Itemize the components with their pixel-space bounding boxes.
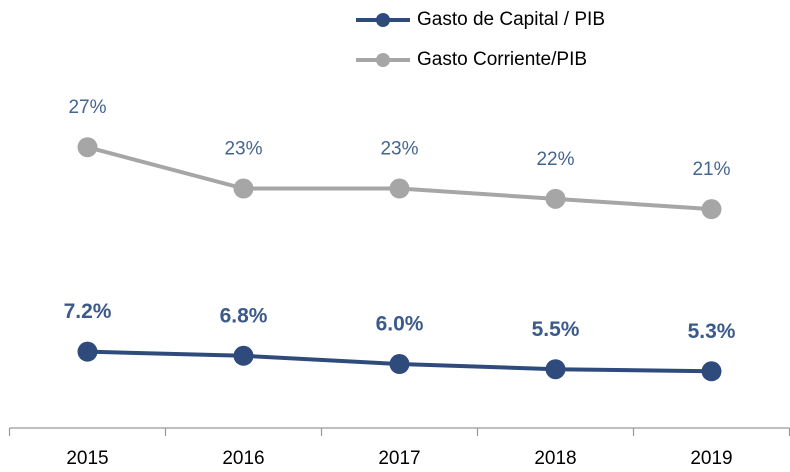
- data-point: [389, 354, 410, 375]
- x-tick-label: 2017: [378, 448, 420, 469]
- x-tick-label: 2018: [534, 448, 576, 469]
- legend-marker: [376, 13, 390, 27]
- data-label: 5.5%: [532, 318, 580, 341]
- x-tick-label: 2016: [222, 448, 264, 469]
- data-label: 27%: [68, 97, 106, 118]
- data-label: 23%: [224, 139, 262, 160]
- data-label: 7.2%: [64, 300, 112, 323]
- data-label: 6.0%: [376, 313, 424, 336]
- data-point: [545, 359, 566, 380]
- data-label: 23%: [380, 139, 418, 160]
- legend-label: Gasto de Capital / PIB: [417, 9, 605, 30]
- data-label: 22%: [536, 149, 574, 170]
- data-point: [701, 361, 722, 382]
- data-point: [389, 178, 410, 199]
- data-point: [701, 199, 722, 220]
- data-label: 5.3%: [688, 320, 736, 343]
- data-label: 21%: [692, 159, 730, 180]
- data-point: [233, 345, 254, 366]
- x-tick-label: 2019: [690, 448, 732, 469]
- legend-marker: [376, 53, 390, 67]
- x-tick-label: 2015: [66, 448, 108, 469]
- legend-label: Gasto Corriente/PIB: [417, 49, 587, 70]
- data-label: 6.8%: [220, 304, 268, 327]
- data-point: [233, 178, 254, 199]
- data-point: [77, 341, 98, 362]
- data-point: [545, 188, 566, 209]
- data-point: [77, 137, 98, 158]
